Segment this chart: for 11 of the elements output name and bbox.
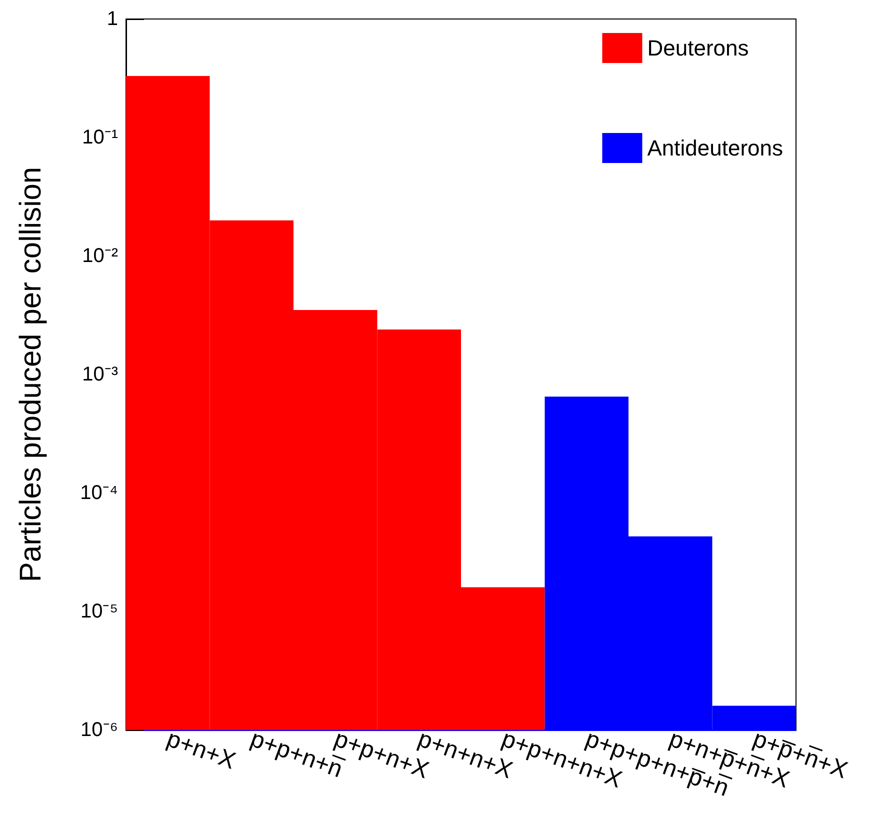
y-tick-label: 10⁻² <box>82 245 118 267</box>
y-tick-label: 10⁻⁶ <box>80 719 118 741</box>
y-tick-label: 10⁻⁴ <box>80 482 118 504</box>
y-tick-label: 10⁻¹ <box>82 126 118 148</box>
y-tick-label: 10⁻⁵ <box>80 600 118 622</box>
legend-label: Antideuterons <box>647 136 784 160</box>
legend-label: Deuterons <box>647 36 749 60</box>
y-tick-label: 1 <box>106 8 118 30</box>
x-tick-label: p+n+X <box>163 725 239 775</box>
y-axis-title: Particles produced per collision <box>14 166 48 582</box>
y-tick-label: 10⁻³ <box>82 364 118 386</box>
